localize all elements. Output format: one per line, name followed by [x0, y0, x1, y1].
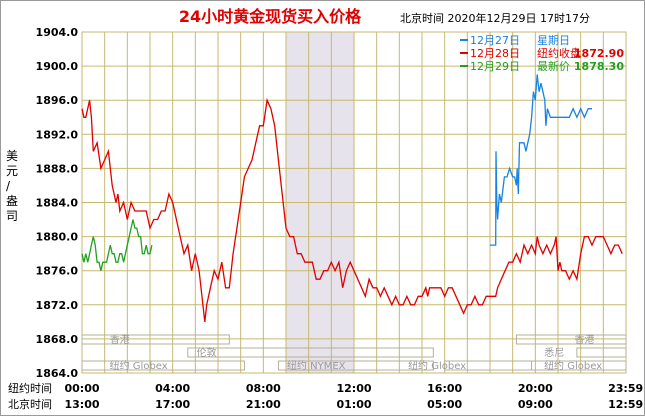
session-label: 香港 [110, 334, 130, 346]
x-tick-label-bj: 21:00 [246, 398, 281, 411]
x-tick-label-ny: 04:00 [155, 382, 190, 395]
session-label: 纽约 Globex [110, 359, 168, 372]
session-bar [277, 360, 434, 371]
x-tick-label-bj: 05:00 [427, 398, 462, 411]
chart-title: 24小时黄金现货买入价格 [179, 7, 362, 26]
x-tick-label-ny: 20:00 [518, 382, 553, 395]
x-tick-label-ny: 08:00 [246, 382, 281, 395]
y-tick-label: 1900.0 [36, 60, 79, 73]
y-tick-label: 1892.0 [36, 128, 79, 141]
session-label: 纽约 Globex [544, 359, 602, 372]
session-bar [187, 347, 434, 358]
legend-date: 12月27日 [470, 34, 520, 47]
legend-label: 纽约收盘 [537, 46, 581, 60]
legend-value: 1872.90 [574, 47, 624, 60]
session-label: 纽约 NYMEX [287, 359, 346, 372]
series-line [490, 74, 592, 246]
x-tick-label-ny: 23:59 [608, 382, 643, 395]
x-axis-label-ny: 纽约时间 [8, 381, 52, 395]
y-tick-label: 1872.0 [36, 299, 79, 312]
x-tick-label-bj: 09:00 [518, 398, 553, 411]
x-tick-label-ny: 16:00 [427, 382, 462, 395]
session-label: 香港 [574, 334, 594, 346]
legend-label: 最新价 [537, 59, 570, 73]
session-bar [576, 347, 627, 358]
plot-border [81, 31, 627, 374]
legend-date: 12月29日 [470, 60, 520, 73]
y-tick-label: 1884.0 [36, 197, 79, 210]
x-tick-label-bj: 17:00 [155, 398, 190, 411]
y-tick-label: 1880.0 [36, 231, 79, 244]
y-tick-label: 1868.0 [36, 333, 79, 346]
x-tick-label-ny: 12:00 [336, 382, 371, 395]
x-tick-label-ny: 00:00 [64, 382, 99, 395]
x-tick-label-bj: 13:00 [64, 398, 99, 411]
session-bar [81, 334, 230, 345]
session-label: 伦敦 [197, 346, 217, 359]
y-tick-label: 1888.0 [36, 162, 79, 175]
legend-value: 1878.30 [574, 60, 624, 73]
chart-timestamp: 北京时间 2020年12月29日 17时17分 [400, 11, 590, 25]
y-tick-label: 1904.0 [36, 26, 79, 39]
x-tick-label-bj: 01:00 [336, 398, 371, 411]
y-tick-label: 1876.0 [36, 265, 79, 278]
session-bar [531, 360, 627, 371]
series-line [81, 219, 153, 271]
legend-date: 12月28日 [470, 47, 520, 60]
session-bar [515, 334, 627, 345]
session-bar [81, 360, 245, 371]
session-label: 纽约 Globex [408, 359, 466, 372]
x-axis-label-bj: 北京时间 [8, 397, 52, 411]
y-tick-label: 1864.0 [36, 367, 79, 380]
legend-label: 星期日 [537, 34, 570, 47]
y-axis-label: 美元/盎司 [6, 149, 18, 223]
x-tick-label-bj: 12:59 [608, 398, 643, 411]
session-label: 悉尼 [544, 347, 564, 359]
series-line [81, 97, 623, 322]
y-tick-label: 1896.0 [36, 94, 79, 107]
